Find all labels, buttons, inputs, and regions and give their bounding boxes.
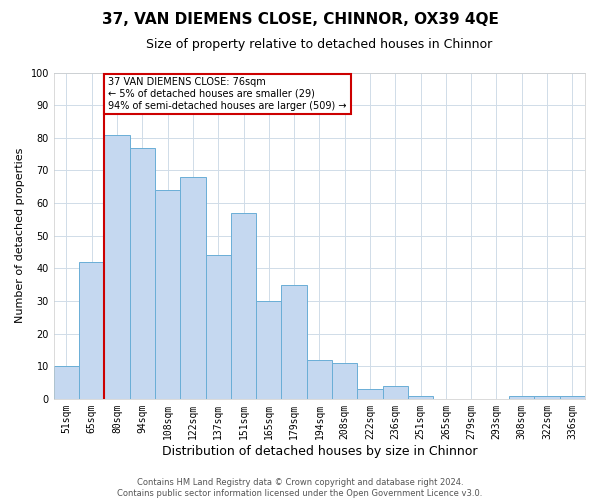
- Bar: [408, 396, 433, 399]
- Text: 37, VAN DIEMENS CLOSE, CHINNOR, OX39 4QE: 37, VAN DIEMENS CLOSE, CHINNOR, OX39 4QE: [101, 12, 499, 28]
- Bar: [79, 262, 104, 399]
- Text: Contains HM Land Registry data © Crown copyright and database right 2024.
Contai: Contains HM Land Registry data © Crown c…: [118, 478, 482, 498]
- Bar: [281, 284, 307, 399]
- Title: Size of property relative to detached houses in Chinnor: Size of property relative to detached ho…: [146, 38, 493, 51]
- Bar: [560, 396, 585, 399]
- Bar: [535, 396, 560, 399]
- Bar: [231, 213, 256, 399]
- Bar: [509, 396, 535, 399]
- Bar: [383, 386, 408, 399]
- Y-axis label: Number of detached properties: Number of detached properties: [15, 148, 25, 324]
- Bar: [206, 255, 231, 399]
- Bar: [130, 148, 155, 399]
- Bar: [180, 177, 206, 399]
- Bar: [104, 134, 130, 399]
- Bar: [332, 363, 358, 399]
- X-axis label: Distribution of detached houses by size in Chinnor: Distribution of detached houses by size …: [161, 444, 477, 458]
- Bar: [54, 366, 79, 399]
- Bar: [307, 360, 332, 399]
- Bar: [155, 190, 180, 399]
- Text: 37 VAN DIEMENS CLOSE: 76sqm
← 5% of detached houses are smaller (29)
94% of semi: 37 VAN DIEMENS CLOSE: 76sqm ← 5% of deta…: [108, 78, 347, 110]
- Bar: [256, 301, 281, 399]
- Bar: [358, 389, 383, 399]
